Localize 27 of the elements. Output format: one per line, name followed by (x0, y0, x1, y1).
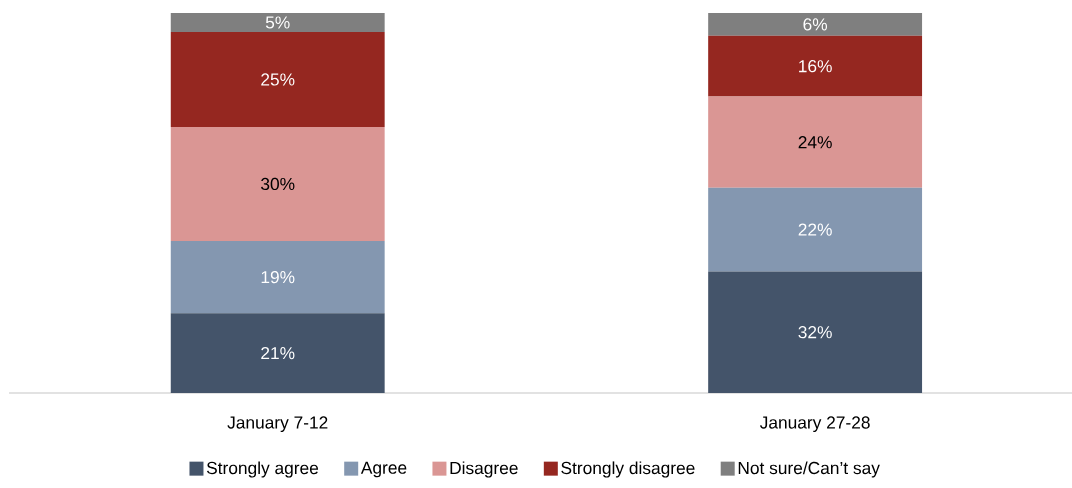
data-label: 25% (261, 73, 295, 86)
bar (708, 187, 923, 272)
legend-label: Strongly agree (206, 461, 319, 478)
bar (708, 271, 923, 393)
bar (170, 313, 385, 393)
bar (170, 12, 385, 32)
x-tick-label: January 7-12 (227, 416, 328, 433)
data-label: 30% (261, 177, 295, 191)
bar (708, 96, 923, 188)
bar (708, 35, 923, 97)
bar (170, 126, 385, 241)
data-label: 5% (265, 16, 290, 29)
legend-label: Not sure/Can’t say (738, 461, 880, 478)
data-label: 24% (798, 136, 832, 149)
data-label: 32% (798, 326, 832, 339)
legend-label: Strongly disagree (561, 461, 695, 478)
data-label: 16% (799, 60, 832, 73)
legend-label: Agree (360, 461, 407, 478)
data-label: 22% (798, 223, 832, 236)
bar (708, 12, 923, 36)
data-label: 19% (261, 270, 295, 284)
legend-label: Disagree (450, 461, 518, 478)
x-tick-label: January 27-28 (759, 416, 870, 433)
data-label: 6% (803, 18, 828, 31)
bar (170, 240, 385, 314)
data-label: 21% (261, 346, 295, 360)
bar (170, 31, 385, 127)
